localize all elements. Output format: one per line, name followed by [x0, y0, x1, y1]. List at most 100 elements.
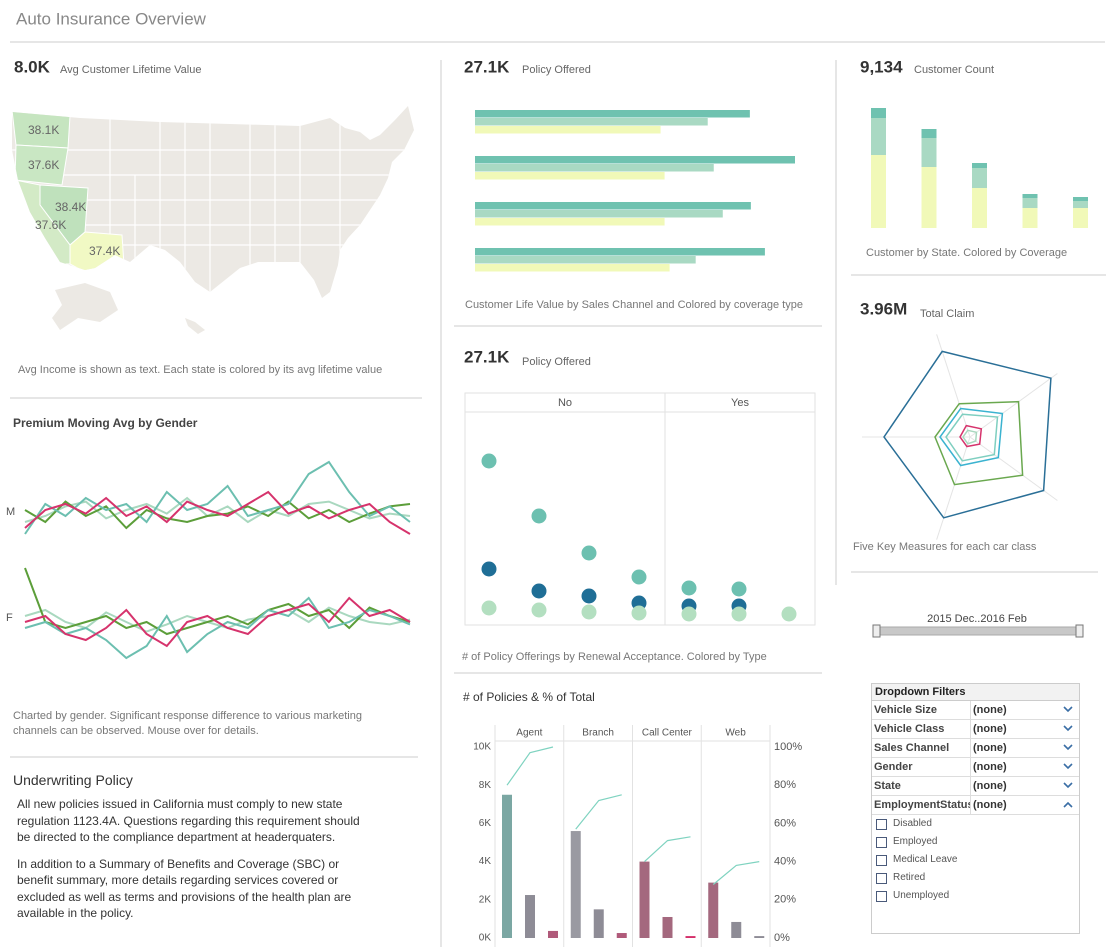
checkbox [876, 819, 887, 830]
bar [731, 921, 742, 938]
dot [681, 606, 697, 622]
dropdown-chevron [1063, 763, 1073, 770]
dropdown-value: (none) [973, 761, 1007, 773]
state-label: 38.1K [28, 123, 59, 137]
dropdown-label: Gender [874, 758, 971, 776]
option-label: Retired [893, 872, 926, 883]
radar-series [959, 424, 983, 448]
dot [481, 453, 497, 469]
bar-segment [1073, 208, 1088, 228]
chevron-shape [1063, 744, 1073, 751]
page-title: Auto Insurance Overview [16, 9, 207, 28]
y2-tick-label: 40% [774, 856, 796, 868]
facet-label: Yes [731, 397, 749, 409]
dropdown-value: (none) [973, 723, 1007, 735]
radar-spoke [936, 334, 971, 438]
dot [531, 583, 547, 599]
panel-title: Underwriting Policy [13, 772, 133, 788]
dot [581, 545, 597, 561]
percent-line [575, 794, 622, 830]
checkbox-option[interactable]: Unemployed [872, 887, 1079, 905]
bar [475, 118, 708, 126]
dropdown-filters: Dropdown Filters Vehicle Size (none) Vehic… [871, 683, 1080, 934]
bar [475, 110, 750, 118]
option-label: Unemployed [893, 890, 950, 901]
dropdown[interactable]: EmploymentStatus (none) [872, 796, 1079, 815]
dropdown-value: (none) [973, 742, 1007, 754]
y2-tick-label: 60% [774, 817, 796, 829]
bar-segment [1022, 208, 1038, 228]
colored-states [12, 109, 126, 281]
bar-segment [972, 163, 987, 168]
kpi-label: Policy Offered [522, 64, 591, 76]
bar [525, 895, 535, 938]
radar-series [934, 400, 1024, 486]
chevron-shape [1063, 706, 1073, 713]
state-label: 37.4K [89, 244, 120, 258]
bar-segment [921, 167, 937, 228]
state-label: 37.6K [35, 218, 66, 232]
bar-segment [921, 138, 937, 167]
radar-spoke [969, 373, 1058, 438]
bar-segment [871, 155, 886, 228]
dropdown[interactable]: State (none) [872, 777, 1079, 796]
percent-line [506, 746, 554, 786]
bar [639, 861, 650, 938]
facet-label: Call Center [642, 728, 693, 739]
series-line [24, 490, 411, 535]
checkbox-option[interactable]: Medical Leave [872, 851, 1079, 869]
dropdown-chevron [1063, 744, 1073, 751]
dropdown[interactable]: Vehicle Class (none) [872, 720, 1079, 739]
bar [475, 218, 665, 226]
chart-caption: Charted by gender. Significant response … [13, 710, 362, 737]
bar [593, 909, 604, 938]
series-line [24, 500, 411, 530]
y-tick-label: 2K [479, 894, 492, 905]
kpi-value: 8.0K [14, 57, 51, 76]
option-label: Medical Leave [893, 854, 958, 865]
paragraph: In addition to a Summary of Benefits and… [17, 856, 352, 921]
bar-segment [972, 188, 987, 228]
kpi-value: 27.1K [464, 347, 510, 366]
slider-track [876, 626, 1081, 636]
percent-line [644, 836, 691, 863]
slider-handle[interactable] [872, 624, 881, 638]
y2-tick-label: 0% [774, 932, 790, 944]
panel-label: M [6, 506, 15, 518]
radar-series [945, 413, 999, 462]
checkbox [876, 837, 887, 848]
map-alaska [52, 283, 118, 330]
bar-segment [1022, 198, 1038, 208]
paragraph: All new policies issued in California mu… [17, 797, 360, 844]
panel-label: F [6, 612, 13, 624]
dropdown[interactable]: Vehicle Size (none) [872, 701, 1079, 720]
underwriting-panel: Underwriting Policy All new policies iss… [13, 772, 373, 932]
kpi-value: 9,134 [860, 57, 903, 76]
dropdown[interactable]: Sales Channel (none) [872, 739, 1079, 758]
filters-title: Dropdown Filters [872, 684, 1079, 701]
chart-title: Premium Moving Avg by Gender [13, 416, 198, 430]
slider-handle[interactable] [1075, 624, 1084, 638]
option-label: Employed [893, 836, 938, 847]
dropdown[interactable]: Gender (none) [872, 758, 1079, 777]
series-line [24, 606, 411, 633]
dropdown-label: EmploymentStatus [874, 796, 971, 814]
bar [475, 164, 714, 172]
checkbox-option[interactable]: Employed [872, 833, 1079, 851]
chart-title: # of Policies & % of Total [463, 690, 595, 704]
bar [502, 794, 512, 938]
checkbox-option[interactable]: Retired [872, 869, 1079, 887]
radar-series [962, 429, 978, 445]
bar [475, 172, 665, 180]
series-line [24, 596, 411, 648]
y-tick-label: 4K [479, 856, 492, 867]
bar-segment [1073, 197, 1088, 201]
radar-spoke [969, 436, 1058, 501]
dropdown-chevron [1063, 725, 1073, 732]
bar-segment [972, 168, 987, 188]
map-hawaii [185, 318, 205, 334]
checkbox-option[interactable]: Disabled [872, 815, 1079, 833]
facet-label: Web [725, 728, 746, 739]
bar [616, 933, 627, 938]
